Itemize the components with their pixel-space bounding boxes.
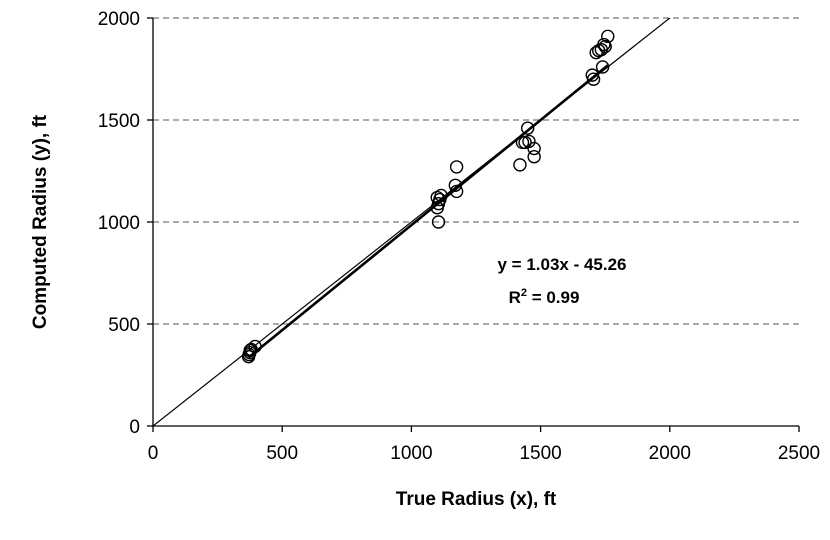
trendline-equation: y = 1.03x - 45.26 [497, 255, 626, 274]
data-point-0-20 [527, 141, 541, 156]
data-point-0-30 [601, 29, 615, 44]
data-point-0-14 [449, 160, 464, 174]
data-point-0-4 [244, 342, 258, 357]
r-squared-superscript: 2 [521, 287, 527, 299]
x-tick-label-500: 500 [266, 443, 298, 464]
data-point-0-18 [520, 121, 535, 135]
y-axis-ticks: 0 500 1000 1500 2000 [98, 9, 153, 438]
y-axis-title: Computed Radius (y), ft [30, 114, 51, 329]
data-point-0-19 [522, 134, 536, 149]
y-tick-label-2000: 2000 [98, 9, 140, 30]
data-point-0-23 [586, 72, 601, 86]
trendline-layer [247, 64, 609, 359]
data-point-0-29 [598, 39, 612, 54]
x-axis-ticks: 0 500 1000 1500 2000 2500 [148, 426, 820, 464]
x-tick-label-0: 0 [148, 443, 159, 464]
r-squared-prefix: R [509, 288, 521, 307]
data-point-0-21 [527, 150, 541, 164]
data-point-0-13 [449, 184, 464, 199]
x-tick-label-2500: 2500 [778, 443, 820, 464]
data-point-0-11 [431, 215, 446, 229]
y-tick-label-500: 500 [108, 315, 140, 336]
data-point-0-10 [434, 188, 448, 203]
y-tick-label-1000: 1000 [98, 213, 140, 234]
data-points [241, 29, 615, 364]
data-point-0-12 [448, 178, 463, 192]
y-tick-label-1500: 1500 [98, 111, 140, 132]
data-point-0-15 [513, 158, 527, 172]
data-point-0-5 [248, 339, 262, 354]
data-point-0-27 [595, 60, 610, 74]
x-tick-label-1000: 1000 [390, 443, 432, 464]
linear-fit-line [247, 64, 609, 359]
x-tick-label-1500: 1500 [519, 443, 561, 464]
data-point-0-28 [597, 37, 611, 52]
y-tick-label-0: 0 [129, 417, 140, 438]
r-squared-value: = 0.99 [527, 288, 579, 307]
data-point-0-3 [243, 343, 257, 358]
x-axis-title: True Radius (x), ft [396, 489, 557, 510]
x-tick-label-2000: 2000 [649, 443, 691, 464]
gridlines [153, 17, 799, 325]
r-squared-label: R2 = 0.99 [509, 287, 580, 307]
